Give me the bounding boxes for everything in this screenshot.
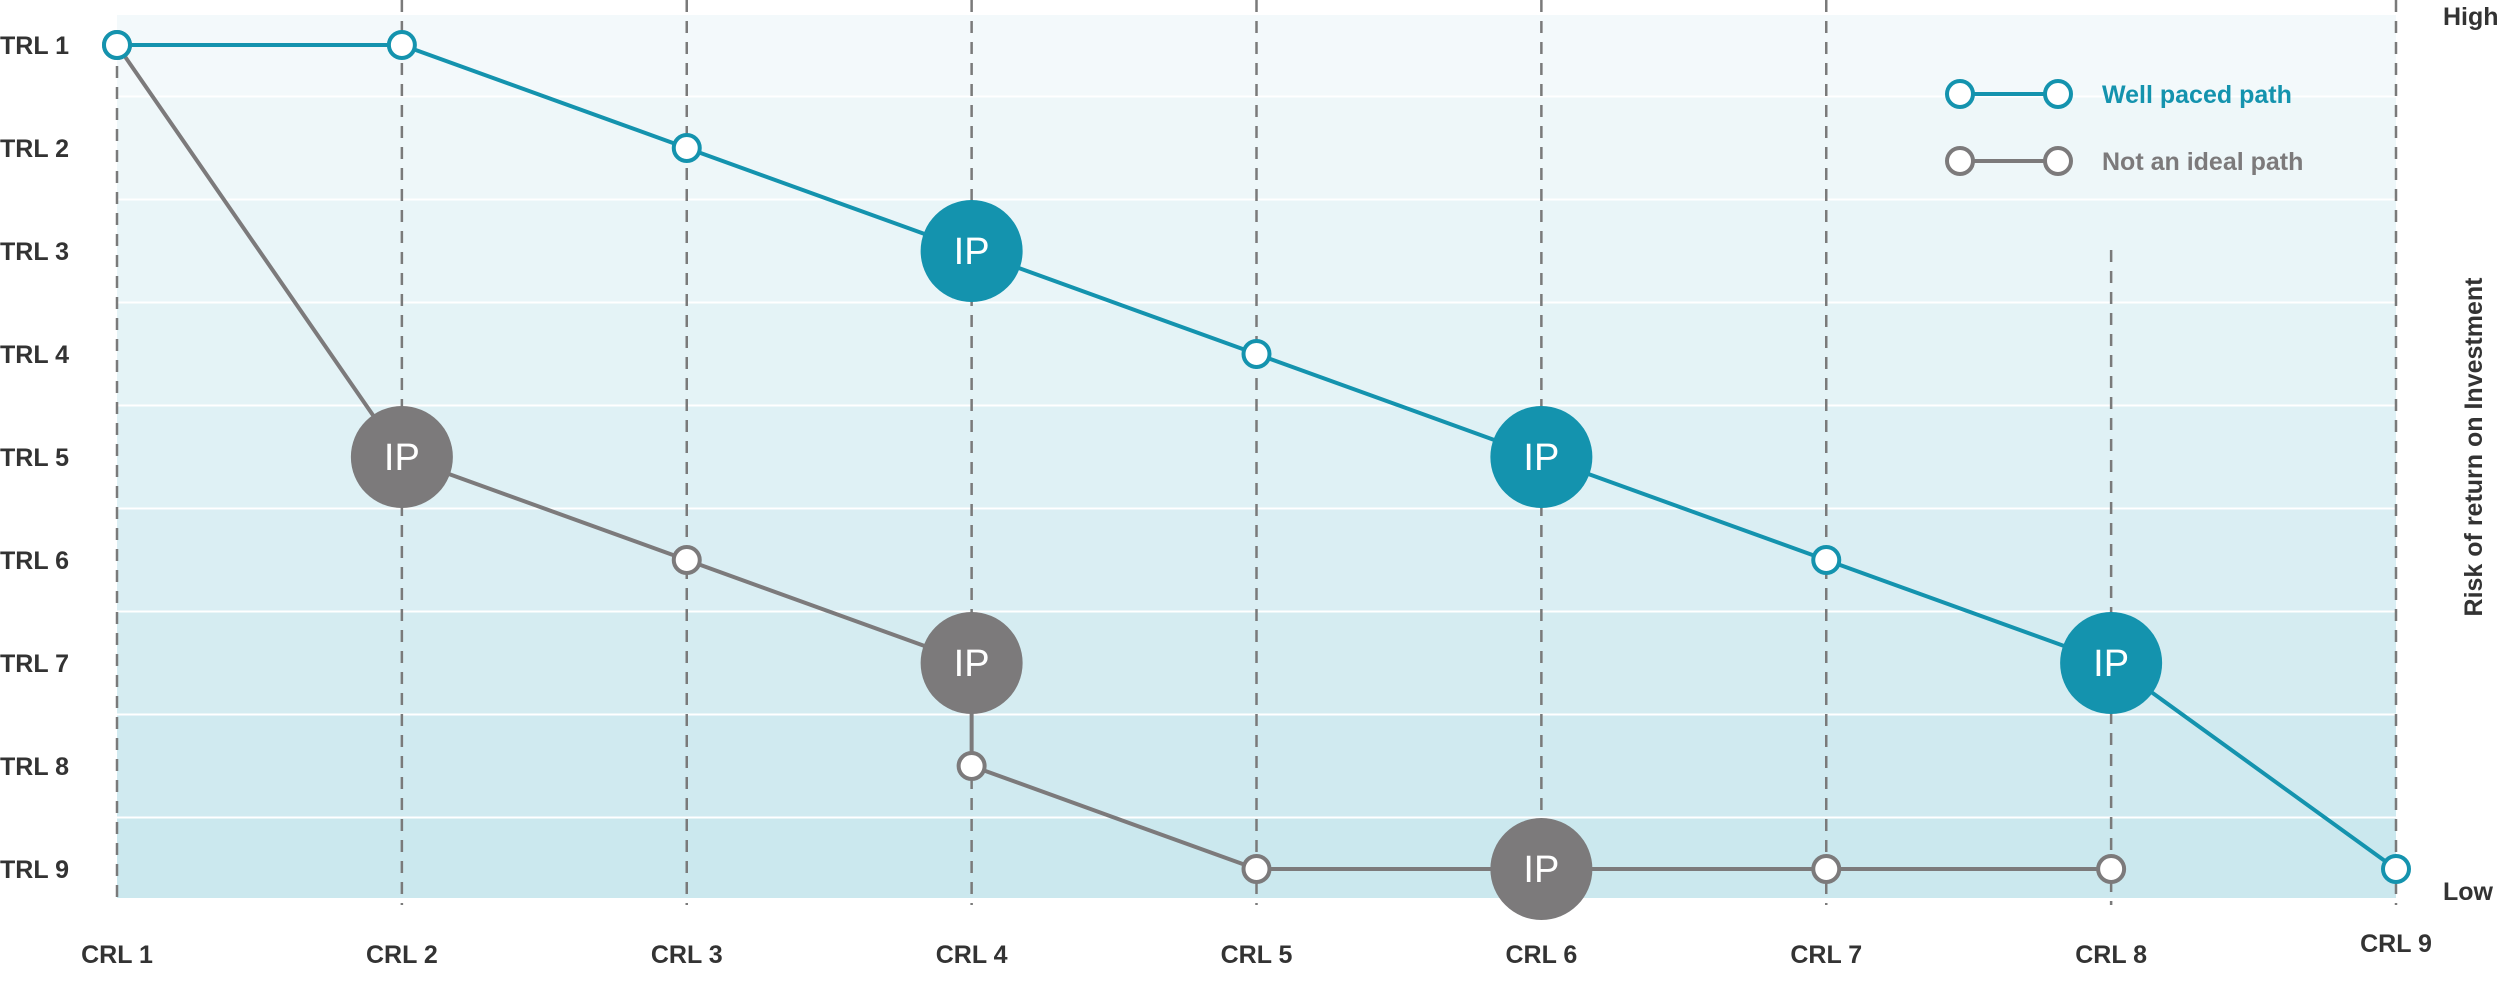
ip-marker-circle bbox=[350, 406, 453, 508]
y-tick-label: TRL 4 bbox=[0, 341, 69, 369]
ip-marker-label: IP bbox=[954, 231, 990, 273]
y-tick-label: TRL 7 bbox=[0, 650, 69, 678]
x-tick-label: CRL 3 bbox=[651, 941, 723, 969]
data-point-well-paced-path bbox=[102, 30, 132, 60]
data-point-well-paced-path bbox=[2381, 854, 2411, 884]
right-axis: High Low Risk of return on Investment bbox=[2443, 3, 2499, 906]
ip-marker-label: IP bbox=[384, 437, 420, 479]
data-point-not-an-ideal-path bbox=[956, 751, 987, 781]
risk-low-label: Low bbox=[2443, 878, 2494, 906]
x-tick-label: CRL 2 bbox=[366, 941, 438, 969]
y-tick-label: TRL 5 bbox=[0, 444, 69, 472]
data-point-well-paced-path bbox=[1811, 545, 1842, 575]
series-markers: IP IP IP IP IP IP bbox=[102, 30, 2411, 920]
x-tick-label: CRL 8 bbox=[2075, 941, 2147, 969]
ip-marker-label: IP bbox=[954, 643, 990, 685]
data-point-well-paced-path bbox=[386, 30, 417, 60]
legend-swatch-marker bbox=[2043, 79, 2073, 109]
data-point-not-an-ideal-path bbox=[2096, 854, 2127, 884]
legend-swatch-marker bbox=[1945, 79, 1975, 109]
ip-marker: IP bbox=[1490, 406, 1593, 508]
legend-item-not-ideal: Not an ideal path bbox=[1945, 146, 2303, 176]
ip-marker: IP bbox=[350, 406, 453, 508]
x-tick-label: CRL 9 bbox=[2360, 930, 2432, 958]
y-axis-tick-labels: TRL 1 TRL 2 TRL 3 TRL 4 TRL 5 TRL 6 TRL 7 TRL 8… bbox=[0, 32, 69, 884]
legend-label: Not an ideal path bbox=[2102, 148, 2303, 176]
ip-marker: IP bbox=[920, 612, 1023, 714]
x-tick-label: CRL 7 bbox=[1790, 941, 1862, 969]
data-point-well-paced-path bbox=[671, 133, 702, 163]
data-point-well-paced-path bbox=[1241, 339, 1272, 369]
y-tick-label: TRL 1 bbox=[0, 32, 69, 60]
legend-swatch-marker bbox=[1945, 146, 1975, 176]
y-tick-label: TRL 8 bbox=[0, 753, 69, 781]
y-tick-label: TRL 6 bbox=[0, 547, 69, 575]
risk-high-label: High bbox=[2443, 3, 2499, 31]
ip-marker-circle bbox=[2060, 612, 2163, 714]
x-tick-label: CRL 5 bbox=[1221, 941, 1293, 969]
risk-axis-label: Risk of return on Investment bbox=[2460, 277, 2488, 617]
legend-label: Well paced path bbox=[2102, 81, 2292, 109]
legend-swatch-marker bbox=[2043, 146, 2073, 176]
x-tick-label: CRL 6 bbox=[1505, 941, 1577, 969]
ip-marker-circle bbox=[1490, 818, 1593, 920]
ip-marker-label: IP bbox=[1523, 437, 1559, 479]
ip-marker: IP bbox=[1490, 818, 1593, 920]
ip-marker: IP bbox=[920, 200, 1023, 302]
x-tick-label: CRL 1 bbox=[81, 941, 153, 969]
y-tick-label: TRL 3 bbox=[0, 238, 69, 266]
ip-marker: IP bbox=[2060, 612, 2163, 714]
data-point-not-an-ideal-path bbox=[1811, 854, 1842, 884]
ip-marker-circle bbox=[1490, 406, 1593, 508]
legend: Well paced path Not an ideal path bbox=[1945, 79, 2303, 176]
y-tick-label: TRL 9 bbox=[0, 856, 69, 884]
legend-item-well-paced: Well paced path bbox=[1945, 79, 2292, 109]
y-tick-label: TRL 2 bbox=[0, 135, 69, 163]
data-point-not-an-ideal-path bbox=[671, 545, 702, 575]
x-tick-label: CRL 4 bbox=[936, 941, 1008, 969]
data-point-not-an-ideal-path bbox=[1241, 854, 1272, 884]
ip-marker-circle bbox=[920, 612, 1023, 714]
ip-marker-label: IP bbox=[2093, 643, 2129, 685]
x-axis-tick-labels: CRL 1 CRL 2 CRL 3 CRL 4 CRL 5 CRL 6 CRL 7 CRL 8… bbox=[81, 930, 2432, 969]
ip-marker-label: IP bbox=[1523, 849, 1559, 891]
ip-marker-circle bbox=[920, 200, 1023, 302]
